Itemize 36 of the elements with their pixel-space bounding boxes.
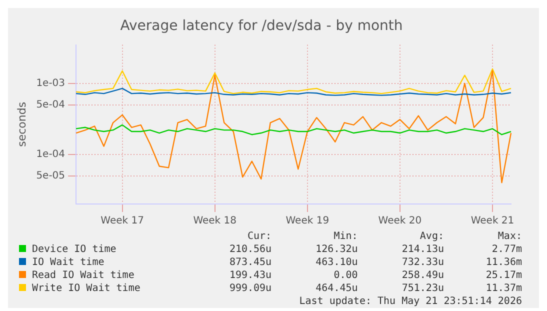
text: Avg: bbox=[418, 230, 445, 243]
text: 11.37m bbox=[484, 282, 523, 295]
y-tick-label: 5e-04 bbox=[36, 99, 66, 110]
x-tick-label: Week 19 bbox=[286, 216, 330, 227]
legend-label: Device IO time bbox=[31, 243, 118, 256]
text: 463.10u bbox=[314, 256, 359, 269]
text: 2.77m bbox=[490, 243, 523, 256]
text: 999.09u bbox=[228, 282, 273, 295]
text: 0.00 bbox=[332, 269, 359, 282]
text: Cur: bbox=[246, 230, 273, 243]
text: 873.45u bbox=[228, 256, 273, 269]
text: Last update: Thu May 21 23:51:14 2026 bbox=[298, 295, 523, 308]
y-tick-label: 1e-03 bbox=[36, 78, 66, 90]
x-tick-label: Week 17 bbox=[100, 216, 144, 227]
text: 214.13u bbox=[400, 243, 445, 256]
text: 25.17m bbox=[484, 269, 523, 282]
text: Max: bbox=[496, 230, 523, 243]
chart-title: Average latency for /dev/sda - by month bbox=[120, 18, 403, 34]
text: 199.43u bbox=[228, 269, 273, 282]
x-tick-label: Week 18 bbox=[193, 216, 237, 227]
y-axis-title: seconds bbox=[15, 102, 28, 147]
text: 11.36m bbox=[484, 256, 523, 269]
x-tick-label: Week 20 bbox=[378, 216, 422, 227]
x-tick-label: Week 21 bbox=[470, 216, 514, 227]
text: 751.23u bbox=[400, 282, 445, 295]
legend-label: Read IO Wait time bbox=[31, 269, 136, 282]
y-tick-label: 5e-05 bbox=[36, 170, 66, 182]
text: 258.49u bbox=[400, 269, 445, 282]
y-tick-label: 1e-04 bbox=[36, 148, 66, 160]
text: 126.32u bbox=[314, 243, 359, 256]
text: 464.45u bbox=[314, 282, 359, 295]
legend-label: Write IO Wait time bbox=[31, 282, 142, 295]
text: 210.56u bbox=[228, 243, 273, 256]
text: Min: bbox=[332, 230, 359, 243]
legend-label: IO Wait time bbox=[31, 256, 106, 269]
text: 732.33u bbox=[400, 256, 445, 269]
